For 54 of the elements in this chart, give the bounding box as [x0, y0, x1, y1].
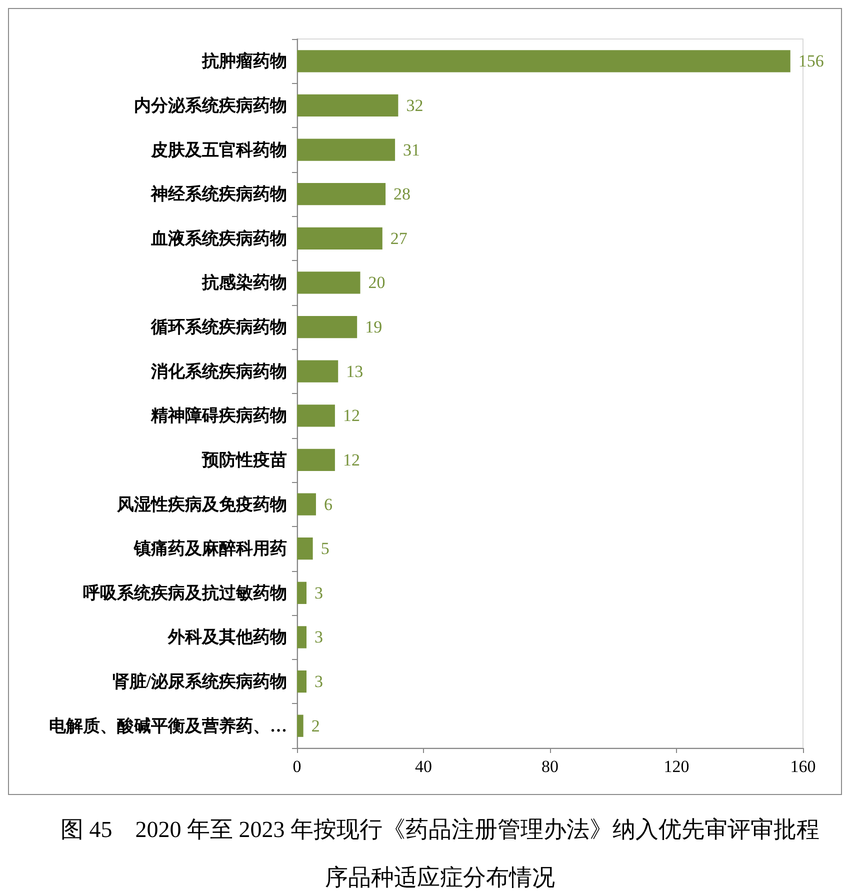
data-label: 6 [324, 494, 332, 514]
y-tick-label: 肾脏/泌尿系统疾病药物 [112, 672, 287, 692]
y-tick-label: 循环系统疾病药物 [150, 318, 287, 337]
bar [297, 94, 398, 117]
x-tick-label: 0 [292, 757, 302, 776]
bar [297, 138, 396, 161]
y-tick-label: 精神障碍疾病药物 [150, 406, 287, 426]
bar [297, 538, 313, 560]
y-tick-label: 电解质、酸碱平衡及营养药、… [49, 716, 287, 736]
y-tick-label: 预防性疫苗 [201, 450, 287, 470]
y-tick-label: 抗感染药物 [201, 273, 287, 292]
y-tick-label: 内分泌系统疾病药物 [134, 96, 287, 115]
data-label: 20 [368, 273, 386, 292]
data-label: 19 [365, 318, 382, 337]
y-tick-label: 外科及其他药物 [167, 628, 287, 647]
bar [297, 626, 306, 648]
y-tick-label: 消化系统疾病药物 [150, 362, 287, 381]
bar [297, 272, 360, 294]
y-tick-label: 镇痛药及麻醉科用药 [133, 539, 287, 558]
bar [297, 183, 386, 206]
data-label: 2 [311, 716, 320, 736]
data-label: 12 [342, 406, 360, 426]
x-tick-label: 120 [664, 757, 690, 776]
bar [297, 714, 304, 737]
bar [297, 227, 382, 250]
data-label: 28 [394, 184, 411, 204]
bar [297, 50, 790, 72]
y-tick-label: 风湿性疾病及免疫药物 [116, 494, 287, 514]
data-label: 3 [314, 672, 323, 692]
bar [297, 404, 335, 427]
x-tick-label: 80 [542, 757, 558, 776]
data-label: 27 [390, 228, 408, 248]
bar [297, 316, 358, 338]
data-label: 5 [320, 539, 330, 558]
text: 图 45 2020 年至 2023 年按现行《药品注册管理办法》纳入优先审评审批程序品种适应症分布情况 [60, 816, 820, 892]
data-label: 12 [342, 450, 360, 470]
data-label: 3 [314, 628, 323, 647]
y-tick-label: 皮肤及五官科药物 [150, 140, 287, 160]
bar [297, 360, 338, 382]
y-tick-label: 呼吸系统疾病及抗过敏药物 [83, 583, 287, 602]
data-label: 13 [346, 362, 364, 381]
y-tick-label: 血液系统疾病药物 [150, 228, 287, 248]
y-tick-label: 抗肿瘤药物 [201, 52, 287, 71]
bar [297, 448, 335, 472]
bar [297, 582, 306, 604]
data-label: 156 [798, 52, 824, 71]
data-label: 31 [403, 140, 420, 160]
bar [297, 493, 316, 516]
data-label: 3 [314, 583, 323, 602]
data-label: 32 [406, 96, 424, 115]
y-tick-label: 神经系统疾病药物 [150, 184, 287, 204]
bar [297, 670, 306, 693]
x-tick-label: 160 [790, 757, 816, 776]
x-tick-label: 40 [415, 757, 432, 776]
